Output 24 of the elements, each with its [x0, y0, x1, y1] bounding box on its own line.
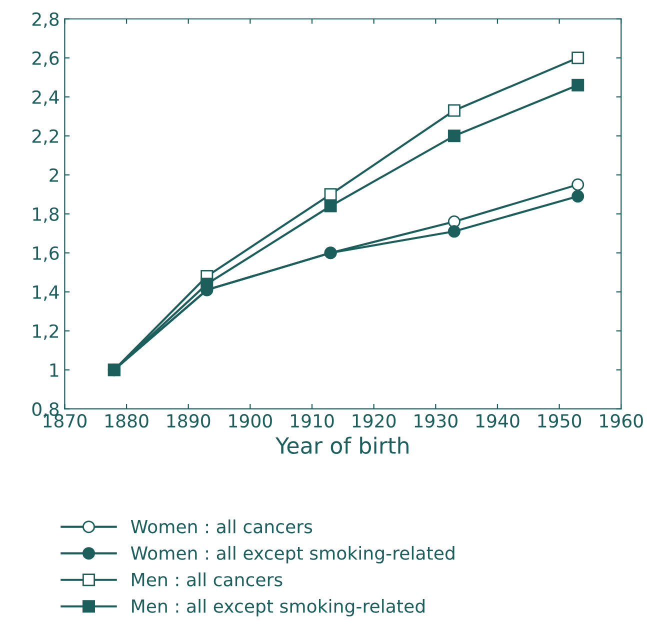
legend-label: Men : all cancers: [132, 572, 282, 586]
x-tick-label: 1920: [352, 414, 396, 428]
y-tick-label: 2,6: [32, 51, 59, 67]
y-tick-label: 1: [50, 364, 58, 377]
x-tick-label: 1880: [106, 414, 148, 428]
x-tick-label: 1900: [229, 414, 272, 428]
x-tick-label: 1960: [600, 414, 643, 428]
legend-label: Men : all except smoking-related: [132, 598, 424, 616]
legend-label: Women : all except smoking-related: [130, 546, 454, 564]
y-tick-label: 2,2: [32, 129, 58, 145]
y-tick-label: 1,8: [33, 207, 59, 223]
y-tick-label: 2,4: [32, 90, 59, 106]
x-tick-label: 1930: [414, 414, 458, 428]
x-tick-label: 1940: [476, 414, 520, 428]
y-tick-label: 2: [50, 168, 58, 182]
x-tick-label: 1950: [538, 414, 582, 428]
legend-label: Women : all cancers: [130, 519, 312, 534]
y-tick-label: 2,8: [32, 12, 59, 28]
y-tick-label: 1,6: [33, 246, 59, 262]
y-tick-label: 1,2: [33, 324, 58, 340]
y-tick-label: 1,4: [33, 286, 59, 301]
x-axis-title: Year of birth: [275, 436, 408, 454]
x-tick-label: 1910: [291, 414, 334, 428]
x-tick-label: 1890: [167, 414, 210, 428]
